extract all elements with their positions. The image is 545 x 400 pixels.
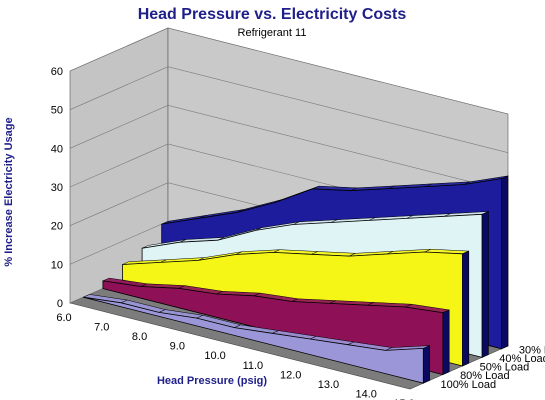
x-tick-label: 12.0 [280,369,301,381]
gridline [69,66,509,153]
series-layer [82,175,509,384]
series-end-cap [462,250,470,367]
y-tick-label: 10 [51,259,63,271]
x-tick-label: 11.0 [243,360,264,372]
x-tick-label: 9.0 [170,341,185,353]
chart-subtitle: Refrigerant 11 [238,27,307,39]
y-tick-label: 0 [57,298,63,310]
x-axis-title: Head Pressure (psig) [157,375,267,387]
x-tick-label: 15.0 [393,398,414,400]
x-tick-label: 6.0 [56,312,71,324]
y-tick-label: 50 [51,105,63,117]
series-end-cap [422,345,430,384]
gridline [69,27,509,115]
x-tick-label: 13.0 [318,379,339,391]
y-tick-label: 20 [51,221,63,233]
y-tick-label: 30 [51,182,63,194]
x-tick-label: 10.0 [204,350,225,362]
y-axis-title: % Increase Electricity Usage [3,117,15,266]
series-end-cap [481,211,489,358]
series-end-cap [501,175,509,350]
chart-title: Head Pressure vs. Electricity Costs [138,6,407,23]
x-tick-label: 8.0 [132,331,147,343]
y-axis-ticks: 0 10 20 30 40 50 60 [51,66,63,310]
y-tick-label: 60 [51,66,63,78]
series-label-2: 40% Load [499,353,545,365]
series-label-1: 30% Load [519,344,545,356]
y-tick-label: 40 [51,143,63,155]
x-tick-label: 7.0 [94,322,109,334]
x-axis-ticks: 6.0 7.0 8.0 9.0 10.0 11.0 12.0 13.0 14.0 15.0 [56,312,414,400]
gridline [69,104,509,192]
series-label-3: 50% Load [480,362,530,374]
x-tick-label: 14.0 [356,388,377,400]
series-5 [82,294,430,384]
series-end-cap [442,309,450,376]
series-label-4: 80% Load [460,370,510,382]
series-label-5: 100% Load [440,379,496,391]
